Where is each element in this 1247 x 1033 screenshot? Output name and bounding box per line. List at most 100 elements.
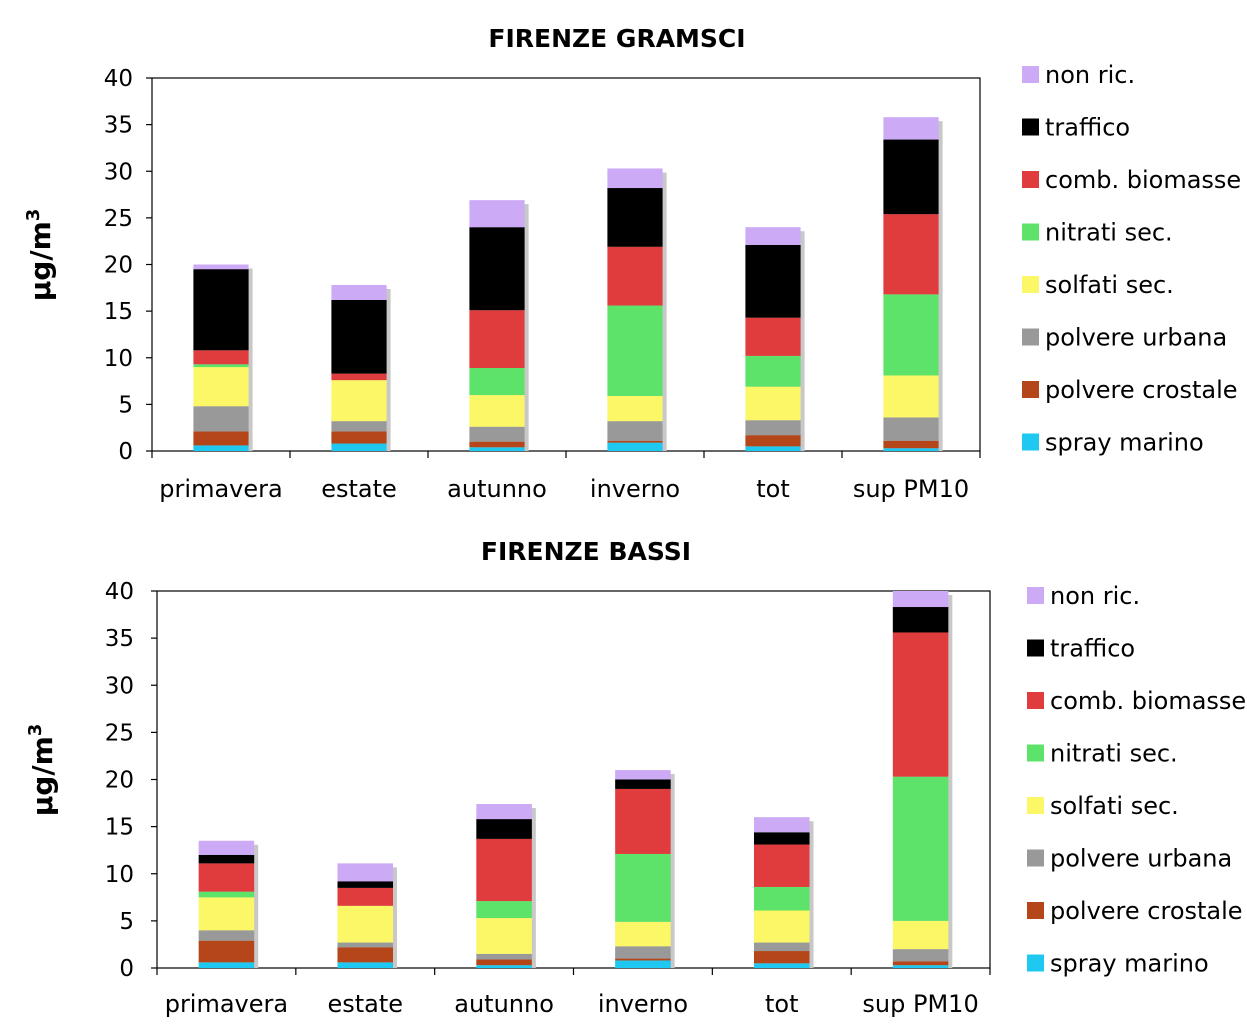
bar-segment — [198, 940, 255, 963]
bar-segment — [476, 819, 532, 839]
bar-segment — [745, 420, 801, 436]
bar-segment — [469, 426, 525, 442]
bar-segment — [883, 294, 939, 376]
x-category-label: inverno — [598, 990, 688, 1018]
legend-label: solfati sec. — [1050, 792, 1179, 820]
legend-label: non ric. — [1045, 61, 1135, 89]
legend-swatch — [1022, 171, 1039, 188]
bar-segment — [193, 406, 249, 432]
legend-swatch — [1027, 954, 1044, 972]
bar-segment — [193, 431, 249, 446]
bar-segment — [476, 838, 532, 902]
bar-segment — [615, 960, 671, 968]
bar-segment — [198, 897, 255, 931]
bar-segment — [615, 853, 671, 922]
bar-segment — [607, 246, 663, 306]
y-axis-label: µg/m3 — [25, 724, 59, 817]
bar-segment — [753, 910, 810, 943]
bar-segment — [615, 946, 671, 959]
bar-segment — [607, 188, 663, 247]
legend-swatch — [1022, 66, 1039, 83]
bar-segment — [607, 442, 663, 451]
bar-segment — [892, 965, 949, 968]
bar-segment — [469, 441, 525, 448]
y-tick-label: 20 — [104, 253, 133, 279]
legend-label: polvere crostale — [1045, 376, 1238, 404]
bar-segment — [331, 421, 387, 432]
bar-segment — [337, 962, 394, 968]
bar-segment — [892, 607, 949, 633]
x-category-label: tot — [756, 475, 790, 503]
bar-segment — [615, 958, 671, 961]
y-tick-label: 25 — [104, 206, 133, 232]
x-category-label: primavera — [159, 475, 282, 503]
bar-segment — [892, 632, 949, 777]
bar-segment — [193, 350, 249, 365]
legend-label: nitrati sec. — [1045, 219, 1173, 247]
y-axis-label: µg/m3 — [23, 209, 57, 302]
bar-segment — [615, 770, 671, 780]
bar-segment — [883, 375, 939, 418]
legend-label: non ric. — [1050, 582, 1140, 610]
legend-label: polvere urbana — [1050, 845, 1232, 873]
bar-segment — [198, 863, 255, 892]
legend-swatch — [1022, 433, 1039, 451]
legend-label: spray marino — [1050, 950, 1209, 978]
bar-segment — [607, 168, 663, 189]
y-tick-label: 30 — [105, 673, 134, 699]
bar-segment — [337, 887, 394, 906]
bar-segment — [469, 368, 525, 396]
bar-segment — [753, 963, 810, 968]
bar-segment — [476, 804, 532, 820]
bar-segment — [892, 776, 949, 921]
bar-segment — [745, 435, 801, 447]
y-tick-label: 15 — [105, 815, 134, 841]
x-category-label: sup PM10 — [853, 475, 969, 503]
chart-title: FIRENZE GRAMSCI — [488, 24, 745, 53]
bar-segment — [476, 953, 532, 960]
y-tick-label: 15 — [104, 299, 133, 325]
chart-panel-1: FIRENZE GRAMSCI µg/m3 0 5 10 15 20 25 30 35 40 prim… — [23, 24, 1241, 503]
legend-label: spray marino — [1045, 429, 1204, 457]
bar-segment — [193, 264, 249, 270]
x-category-label: inverno — [590, 475, 680, 503]
bar-segment — [607, 395, 663, 422]
y-tick-label: 30 — [104, 159, 133, 185]
bar-segment — [469, 227, 525, 311]
bar-segment — [337, 863, 394, 882]
bar-segment — [193, 445, 249, 451]
legend-swatch — [1027, 902, 1044, 919]
legend-swatch — [1022, 223, 1039, 241]
chart-title: FIRENZE BASSI — [481, 537, 691, 566]
legend-label: solfati sec. — [1045, 271, 1174, 299]
bar-segment — [753, 886, 810, 911]
bar-segment — [193, 367, 249, 407]
bar-segment — [753, 942, 810, 952]
bar-segment — [607, 305, 663, 396]
bar-segment — [476, 965, 532, 968]
plot-area — [156, 590, 991, 969]
legend-swatch — [1022, 276, 1039, 293]
bar-segment — [883, 448, 939, 451]
x-category-label: primavera — [165, 990, 288, 1018]
bar-segment — [469, 395, 525, 427]
legend-label: comb. biomasse — [1045, 166, 1241, 194]
bar-segment — [892, 920, 949, 950]
bar-segment — [745, 386, 801, 421]
bar-segment — [753, 832, 810, 845]
x-category-label: autunno — [454, 990, 554, 1018]
plot-area — [151, 77, 981, 452]
bar-segment — [615, 779, 671, 789]
bar-segment — [745, 446, 801, 451]
bar-segment — [469, 310, 525, 369]
y-tick-label: 40 — [104, 66, 133, 92]
bar-segment — [892, 961, 949, 966]
x-category-label: tot — [765, 990, 799, 1018]
bar-segment — [607, 421, 663, 441]
legend-label: polvere crostale — [1050, 897, 1243, 925]
legend-label: traffico — [1050, 635, 1135, 663]
bar-segment — [883, 417, 939, 441]
bar-segment — [331, 380, 387, 422]
